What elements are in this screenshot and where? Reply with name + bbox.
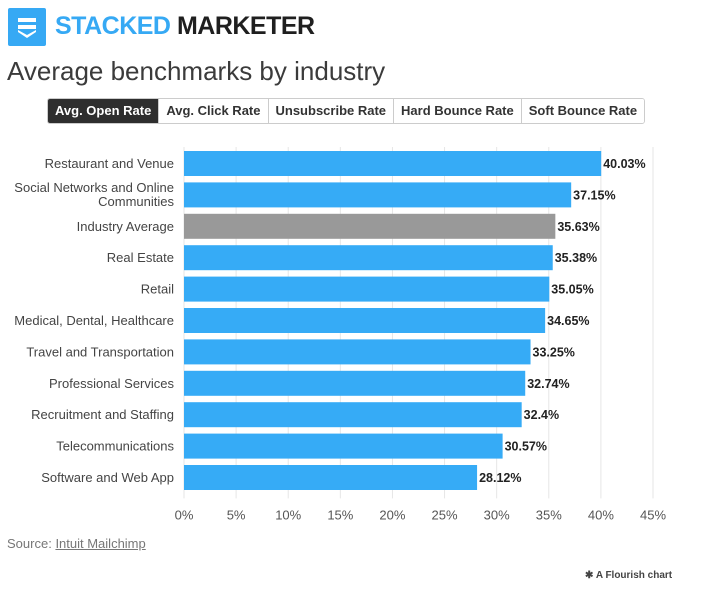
- category-label: Retail: [141, 282, 174, 297]
- logo-stack-icon: [8, 8, 46, 46]
- value-label: 32.74%: [527, 377, 569, 391]
- value-label: 35.63%: [557, 220, 599, 234]
- x-tick-label: 10%: [275, 507, 301, 522]
- bar: [184, 276, 550, 302]
- page-title: Average benchmarks by industry: [7, 56, 386, 86]
- bar: [184, 370, 526, 396]
- bar: [184, 402, 522, 428]
- tab-open-rate[interactable]: Avg. Open Rate: [48, 99, 159, 123]
- brand-part1: STACKED: [55, 12, 171, 40]
- category-label: Industry Average: [77, 219, 174, 234]
- category-label: Software and Web App: [41, 470, 174, 485]
- bar: [184, 465, 478, 490]
- value-label: 37.15%: [573, 188, 615, 202]
- tab-unsubscribe-rate[interactable]: Unsubscribe Rate: [267, 99, 394, 123]
- flourish-asterisk-icon: ✱: [585, 570, 594, 581]
- bar-chart: Restaurant and Venue 40.03% Social Network…: [14, 147, 666, 522]
- bar: [184, 245, 553, 271]
- category-label: Professional Services: [49, 376, 174, 391]
- metric-tabs: Avg. Open Rate Avg. Click Rate Unsubscri…: [47, 98, 646, 124]
- category-label: Recruitment and Staffing: [31, 407, 174, 422]
- value-label: 35.38%: [555, 251, 597, 265]
- flourish-credit[interactable]: ✱ A Flourish chart: [585, 570, 672, 581]
- value-label: 32.4%: [524, 408, 559, 422]
- category-label: Telecommunications: [56, 439, 174, 454]
- bar: [184, 308, 546, 333]
- bar: [184, 433, 503, 459]
- x-tick-label: 0%: [175, 507, 194, 522]
- bar: [184, 182, 572, 208]
- x-tick-label: 35%: [536, 507, 562, 522]
- value-label: 28.12%: [479, 471, 521, 485]
- category-label: Medical, Dental, Healthcare: [14, 313, 174, 328]
- tab-soft-bounce-rate[interactable]: Soft Bounce Rate: [520, 99, 645, 123]
- bar: [184, 339, 531, 365]
- flourish-label: A Flourish chart: [595, 570, 673, 581]
- value-label: 40.03%: [603, 157, 645, 171]
- brand-wordmark: STACKED MARKETER: [55, 11, 315, 41]
- category-label: Real Estate: [107, 250, 174, 265]
- x-tick-label: 15%: [327, 507, 353, 522]
- value-label: 35.05%: [551, 283, 593, 297]
- tab-hard-bounce-rate[interactable]: Hard Bounce Rate: [393, 99, 521, 123]
- category-label: Travel and Transportation: [26, 344, 174, 359]
- x-tick-label: 20%: [379, 507, 405, 522]
- x-tick-label: 45%: [640, 507, 666, 522]
- source-link[interactable]: Intuit Mailchimp: [55, 536, 146, 551]
- brand-part2: MARKETER: [176, 12, 315, 40]
- x-tick-label: 30%: [484, 507, 510, 522]
- bar: [184, 213, 556, 239]
- source-note: Source: Intuit Mailchimp: [7, 536, 146, 551]
- value-label: 30.57%: [505, 440, 547, 454]
- tab-click-rate[interactable]: Avg. Click Rate: [158, 99, 268, 123]
- category-label: Restaurant and Venue: [45, 156, 174, 171]
- source-prefix: Source:: [7, 536, 52, 551]
- value-label: 33.25%: [533, 345, 575, 359]
- x-tick-label: 5%: [227, 507, 246, 522]
- category-label: Social Networks and Online Communities: [14, 180, 174, 209]
- x-tick-label: 40%: [588, 507, 614, 522]
- bar: [184, 151, 602, 176]
- value-label: 34.65%: [547, 314, 589, 328]
- x-tick-label: 25%: [432, 507, 458, 522]
